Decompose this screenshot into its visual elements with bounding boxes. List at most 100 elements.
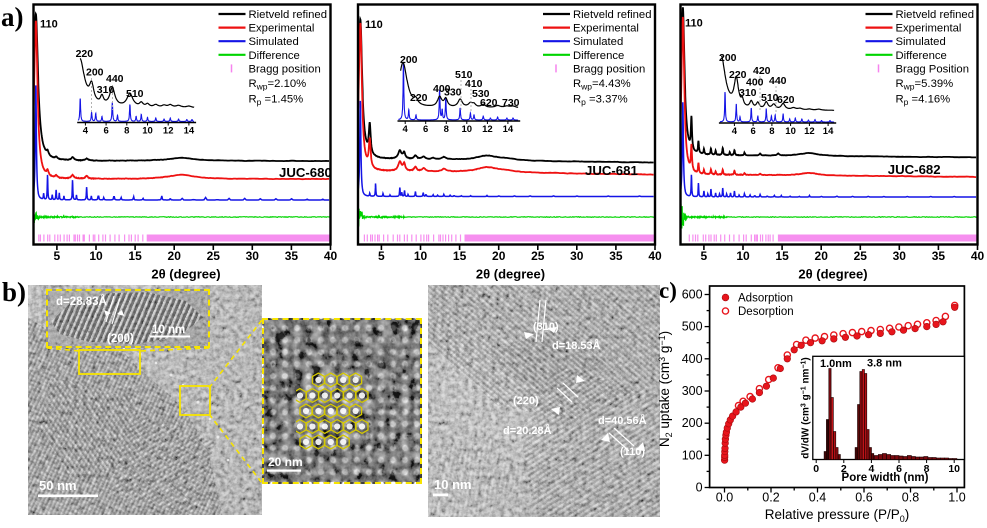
- svg-text:10: 10: [142, 126, 153, 137]
- svg-text:10: 10: [462, 124, 473, 135]
- svg-text:30: 30: [893, 249, 907, 263]
- svg-text:10 nm: 10 nm: [434, 477, 472, 492]
- svg-text:Experimental: Experimental: [573, 23, 639, 35]
- svg-text:8: 8: [444, 124, 449, 135]
- svg-text:Rwp=5.39%: Rwp=5.39%: [896, 78, 954, 92]
- svg-text:35: 35: [285, 249, 299, 263]
- svg-text:730: 730: [502, 97, 520, 109]
- svg-text:12: 12: [804, 126, 815, 137]
- svg-text:4: 4: [403, 124, 409, 135]
- svg-text:420: 420: [753, 65, 771, 77]
- svg-text:410: 410: [465, 78, 483, 90]
- svg-text:440: 440: [106, 73, 124, 85]
- svg-text:Desorption: Desorption: [738, 306, 794, 318]
- svg-text:4: 4: [83, 126, 89, 137]
- svg-text:40: 40: [648, 249, 662, 263]
- svg-text:4: 4: [732, 126, 738, 137]
- svg-text:JUC-681: JUC-681: [585, 163, 638, 178]
- svg-text:30: 30: [570, 249, 584, 263]
- svg-text:Rwp=2.10%: Rwp=2.10%: [249, 78, 307, 92]
- svg-text:Relative pressure (P/P0): Relative pressure (P/P0): [765, 507, 910, 524]
- svg-text:3.8 nm: 3.8 nm: [867, 358, 902, 370]
- svg-text:Rp =3.37%: Rp =3.37%: [573, 93, 628, 107]
- svg-text:12: 12: [482, 124, 493, 135]
- svg-text:50 nm: 50 nm: [39, 478, 77, 493]
- svg-text:5: 5: [378, 249, 385, 263]
- svg-text:2: 2: [841, 463, 847, 475]
- svg-text:6: 6: [103, 126, 108, 137]
- svg-text:6: 6: [896, 463, 902, 475]
- svg-text:d=28.83Å: d=28.83Å: [56, 295, 107, 308]
- svg-text:(200): (200): [107, 333, 134, 345]
- svg-text:10: 10: [414, 249, 428, 263]
- svg-text:Bragg Position: Bragg Position: [896, 63, 969, 75]
- svg-text:10: 10: [785, 126, 796, 137]
- svg-text:d=18.53Å: d=18.53Å: [552, 339, 601, 352]
- svg-text:2θ (degree): 2θ (degree): [476, 267, 545, 282]
- svg-text:JUC-680: JUC-680: [279, 165, 332, 180]
- svg-text:Bragg position: Bragg position: [249, 63, 321, 75]
- svg-text:N2 uptake (cm3 g−1): N2 uptake (cm3 g−1): [657, 331, 674, 447]
- svg-text:4: 4: [868, 463, 874, 475]
- svg-text:600: 600: [682, 288, 703, 302]
- svg-text:200: 200: [86, 67, 104, 79]
- svg-text:0: 0: [696, 481, 703, 495]
- svg-text:Pore width (nm): Pore width (nm): [842, 472, 929, 484]
- svg-text:14: 14: [823, 126, 834, 137]
- svg-text:220: 220: [729, 69, 747, 81]
- svg-text:200: 200: [719, 52, 737, 64]
- svg-text:Rwp=4.43%: Rwp=4.43%: [573, 78, 631, 92]
- svg-text:310: 310: [739, 87, 757, 99]
- svg-text:310: 310: [97, 84, 115, 96]
- svg-text:Rietveld refined: Rietveld refined: [896, 9, 975, 21]
- svg-text:d=20.28Å: d=20.28Å: [503, 424, 552, 437]
- svg-text:0: 0: [813, 463, 819, 475]
- svg-text:100: 100: [682, 448, 703, 462]
- svg-text:Rp =4.16%: Rp =4.16%: [896, 93, 951, 107]
- svg-text:20: 20: [492, 249, 506, 263]
- svg-text:40: 40: [324, 249, 338, 263]
- svg-text:30: 30: [246, 249, 260, 263]
- svg-text:620: 620: [480, 97, 498, 109]
- svg-text:15: 15: [128, 249, 142, 263]
- svg-text:0.6: 0.6: [855, 491, 872, 505]
- svg-text:Adsorption: Adsorption: [738, 293, 793, 305]
- svg-text:40: 40: [971, 249, 985, 263]
- svg-text:220: 220: [410, 92, 428, 104]
- svg-text:Bragg position: Bragg position: [573, 63, 645, 75]
- svg-text:JUC-682: JUC-682: [888, 162, 941, 177]
- svg-text:6: 6: [423, 124, 428, 135]
- svg-text:5: 5: [54, 249, 61, 263]
- svg-text:25: 25: [531, 249, 545, 263]
- svg-text:400: 400: [682, 352, 703, 366]
- svg-text:110: 110: [40, 19, 58, 31]
- svg-text:Difference: Difference: [896, 50, 947, 62]
- svg-text:Simulated: Simulated: [249, 36, 299, 48]
- svg-text:8: 8: [924, 463, 930, 475]
- svg-text:110: 110: [685, 18, 703, 30]
- svg-text:620: 620: [777, 94, 795, 106]
- svg-text:Experimental: Experimental: [896, 23, 962, 35]
- svg-text:10 nm: 10 nm: [152, 324, 185, 336]
- svg-text:510: 510: [126, 88, 144, 100]
- svg-text:200: 200: [400, 54, 418, 66]
- svg-text:Experimental: Experimental: [249, 23, 315, 35]
- svg-text:15: 15: [453, 249, 467, 263]
- svg-text:Rietveld refined: Rietveld refined: [249, 9, 328, 21]
- svg-text:Difference: Difference: [573, 50, 624, 62]
- svg-text:6: 6: [750, 126, 755, 137]
- svg-text:14: 14: [184, 126, 195, 137]
- svg-text:8: 8: [769, 126, 774, 137]
- svg-text:d=40.56Å: d=40.56Å: [598, 414, 647, 427]
- svg-text:400: 400: [746, 77, 764, 89]
- svg-text:35: 35: [932, 249, 946, 263]
- svg-text:500: 500: [682, 320, 703, 334]
- svg-text:0.4: 0.4: [809, 491, 826, 505]
- svg-text:510: 510: [455, 69, 473, 81]
- svg-text:10: 10: [948, 463, 960, 475]
- svg-text:8: 8: [124, 126, 129, 137]
- svg-text:Rp =1.45%: Rp =1.45%: [249, 93, 304, 107]
- svg-text:35: 35: [609, 249, 623, 263]
- svg-text:510: 510: [761, 92, 779, 104]
- svg-text:20: 20: [815, 249, 829, 263]
